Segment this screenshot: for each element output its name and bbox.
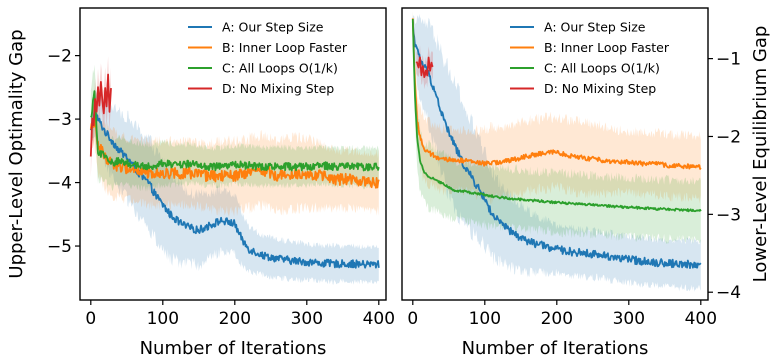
axes-frame — [401, 7, 709, 301]
y-axis-label: Lower-Level Equilibrium Gap — [750, 26, 771, 283]
legend-label-c: C: All Loops O(1/k) — [222, 61, 338, 76]
legend-label-b: B: Inner Loop Faster — [544, 40, 670, 55]
series-line-c — [90, 90, 380, 172]
y-tick-label: −1 — [716, 50, 741, 70]
y-tick-label: −2 — [47, 47, 72, 67]
series-line-d — [415, 56, 434, 78]
y-axis-label: Upper-Level Optimality Gap — [6, 29, 27, 278]
x-tick-label: 400 — [363, 309, 395, 329]
legend-label-b: B: Inner Loop Faster — [222, 40, 348, 55]
band-a — [90, 88, 379, 285]
x-tick-label: 0 — [85, 309, 96, 329]
x-tick-label: 0 — [407, 309, 418, 329]
x-tick-label: 100 — [147, 309, 179, 329]
x-tick-label: 300 — [291, 309, 323, 329]
series-lines — [411, 18, 702, 269]
panel-upper-level-optimality-gap: 0 100 200 300 400 Number of Iterations −5 −4 −3 −… — [6, 7, 395, 359]
band-d — [90, 56, 111, 178]
series-line-d — [89, 73, 112, 157]
band-b — [412, 11, 701, 205]
y-tick-label: −4 — [716, 283, 741, 303]
legend: A: Our Step Size B: Inner Loop Faster C: A… — [188, 20, 348, 96]
series-lines — [89, 73, 380, 269]
legend-label-a: A: Our Step Size — [544, 20, 646, 35]
band-c — [90, 64, 379, 192]
legend: A: Our Step Size B: Inner Loop Faster C: A… — [510, 20, 670, 96]
confidence-bands — [90, 56, 379, 285]
series-line-b — [89, 115, 380, 189]
legend-label-d: D: No Mixing Step — [222, 81, 334, 96]
panel-lower-level-equilibrium-gap: 0 100 200 300 400 Number of Iterations −4 −3 −2 −… — [401, 7, 771, 359]
y-tick-label: −4 — [47, 174, 72, 194]
band-a — [412, 13, 701, 292]
x-tick-label: 400 — [685, 309, 717, 329]
y-tick-label: −3 — [47, 110, 72, 130]
x-tick-label: 100 — [469, 309, 501, 329]
legend-label-a: A: Our Step Size — [222, 20, 324, 35]
x-tick-label: 200 — [541, 309, 573, 329]
series-line-b — [411, 18, 702, 170]
x-axis-label: Number of Iterations — [462, 338, 649, 359]
legend-label-d: D: No Mixing Step — [544, 81, 656, 96]
band-c — [412, 11, 701, 244]
legend-label-c: C: All Loops O(1/k) — [544, 61, 660, 76]
series-line-c — [411, 18, 702, 213]
series-line-a — [89, 110, 380, 269]
axes-frame — [79, 7, 387, 301]
series-line-a — [411, 21, 702, 269]
band-b — [90, 94, 379, 217]
x-axis-label: Number of Iterations — [140, 338, 327, 359]
y-tick-label: −2 — [716, 127, 741, 147]
y-tick-label: −5 — [47, 237, 72, 257]
y-tick-label: −3 — [716, 205, 741, 225]
x-tick-label: 300 — [613, 309, 645, 329]
x-tick-label: 200 — [219, 309, 251, 329]
